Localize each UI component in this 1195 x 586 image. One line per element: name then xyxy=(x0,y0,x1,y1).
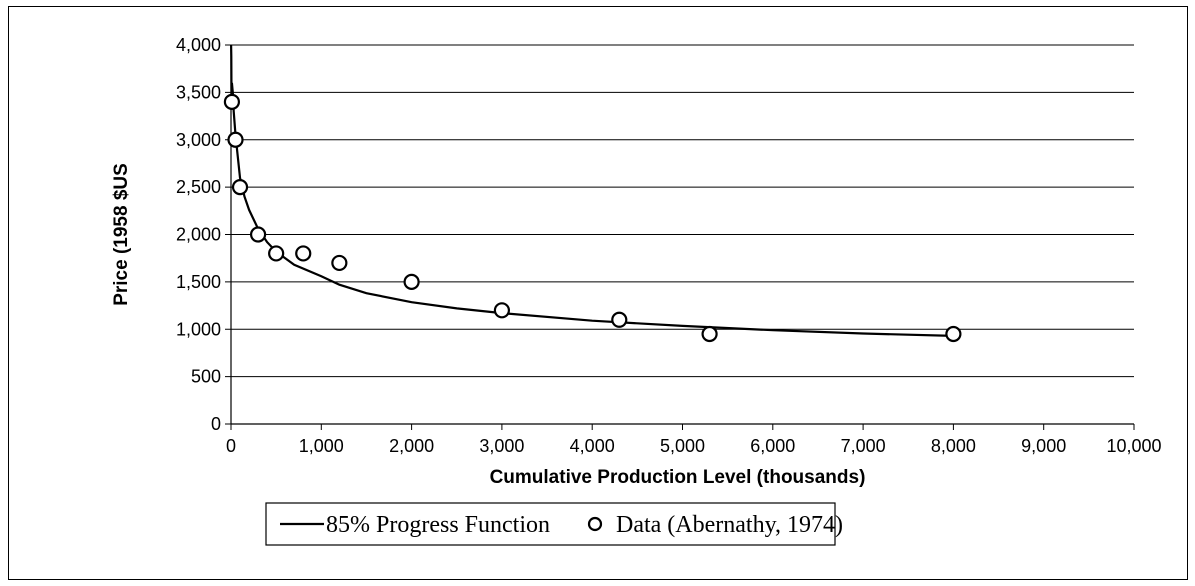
x-tick-label: 10,000 xyxy=(1106,436,1161,456)
legend-box xyxy=(265,502,836,546)
x-tick-label: 2,000 xyxy=(389,436,434,456)
data-point xyxy=(268,245,285,262)
data-point xyxy=(701,325,718,343)
x-tick-label: 0 xyxy=(226,436,236,456)
legend-label-progress-function: 85% Progress Function xyxy=(326,512,550,538)
data-series-points xyxy=(223,93,962,343)
x-tick-label: 5,000 xyxy=(660,436,705,456)
data-point xyxy=(295,245,312,262)
y-tick-label: 3,500 xyxy=(176,82,221,102)
x-tick-label: 3,000 xyxy=(479,436,524,456)
y-tick-label: 4,000 xyxy=(176,35,221,55)
data-point xyxy=(945,325,962,343)
legend-label-data-series: Data (Abernathy, 1974) xyxy=(616,512,843,538)
x-tick-label: 4,000 xyxy=(570,436,615,456)
legend: 85% Progress Function Data (Abernathy, 1… xyxy=(265,502,843,546)
progress-function-series xyxy=(230,44,954,337)
axes: 0 500 1,000 1,500 2,000 2,500 3,000 3,500 4,000 0… xyxy=(176,35,1162,456)
y-tick-label: 0 xyxy=(211,414,221,434)
y-axis-title: Price (1958 $US xyxy=(111,163,132,306)
x-tick-label: 1,000 xyxy=(299,436,344,456)
x-axis-title: Cumulative Production Level (thousands) xyxy=(490,467,866,488)
x-tick-label: 7,000 xyxy=(841,436,886,456)
x-tick-label: 8,000 xyxy=(931,436,976,456)
y-tick-label: 2,500 xyxy=(176,177,221,197)
data-point xyxy=(231,179,249,196)
y-tick-label: 500 xyxy=(191,367,221,387)
chart-frame: 0 500 1,000 1,500 2,000 2,500 3,000 3,500 4,000 0… xyxy=(8,6,1188,580)
data-point xyxy=(403,273,420,290)
grid-lines xyxy=(231,44,1134,378)
legend-marker-swatch xyxy=(587,516,603,532)
data-point xyxy=(611,311,628,328)
data-point xyxy=(227,131,244,148)
y-tick-label: 2,000 xyxy=(176,225,221,245)
data-point xyxy=(331,254,348,272)
data-point xyxy=(493,302,510,319)
chart-svg: 0 500 1,000 1,500 2,000 2,500 3,000 3,500 4,000 0… xyxy=(111,35,1162,546)
progress-function-line xyxy=(230,44,954,337)
y-tick-label: 3,000 xyxy=(176,130,221,150)
y-tick-label: 1,500 xyxy=(176,272,221,292)
data-point xyxy=(223,93,241,110)
x-tick-label: 9,000 xyxy=(1021,436,1066,456)
y-tick-label: 1,000 xyxy=(176,319,221,339)
data-point xyxy=(249,226,267,243)
x-tick-label: 6,000 xyxy=(750,436,795,456)
